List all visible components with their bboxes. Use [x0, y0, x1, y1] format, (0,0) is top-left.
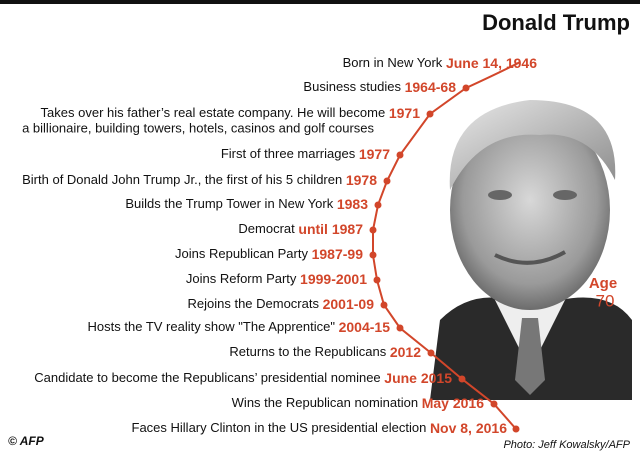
event-row: First of three marriages 1977 — [221, 146, 390, 162]
event-row: Builds the Trump Tower in New York 1983 — [125, 196, 368, 212]
title: Donald Trump — [482, 10, 630, 35]
event-date: until 1987 — [298, 221, 363, 237]
event-date: June 2015 — [384, 370, 452, 386]
timeline-dot — [369, 226, 377, 234]
event-date: 1977 — [359, 146, 390, 162]
event-row: Candidate to become the Republicans’ pre… — [34, 370, 452, 386]
event-text: Joins Republican Party — [175, 246, 308, 261]
timeline-dot — [462, 84, 470, 92]
timeline-dot — [490, 400, 498, 408]
event-text: Rejoins the Democrats — [187, 296, 319, 311]
age-value: 70 — [596, 291, 615, 310]
event-text: Business studies — [303, 79, 401, 94]
event-row: Takes over his father’s real estate comp… — [41, 105, 421, 121]
event-date: Nov 8, 2016 — [430, 420, 507, 436]
timeline-dot — [396, 324, 404, 332]
event-row: Returns to the Republicans 2012 — [229, 344, 421, 360]
event-date: June 14, 1946 — [446, 55, 537, 71]
event-text: First of three marriages — [221, 146, 356, 161]
timeline-dot — [426, 110, 434, 118]
event-text-continued: a billionaire, building towers, hotels, … — [22, 120, 374, 135]
event-row: Wins the Republican nomination May 2016 — [232, 395, 485, 411]
event-text: Joins Reform Party — [186, 271, 297, 286]
event-date: 2001-09 — [323, 296, 375, 312]
event-text: Faces Hillary Clinton in the US presiden… — [132, 420, 427, 435]
event-date: 1983 — [337, 196, 368, 212]
timeline-dot — [369, 251, 377, 259]
age-label: Age — [589, 275, 617, 292]
timeline-dot — [427, 349, 435, 357]
event-text: Democrat — [238, 221, 295, 236]
timeline-dot — [396, 151, 404, 159]
logo: © AFP — [8, 434, 45, 448]
event-date: May 2016 — [422, 395, 484, 411]
event-text: Birth of Donald John Trump Jr., the firs… — [22, 172, 342, 187]
event-row: Birth of Donald John Trump Jr., the firs… — [22, 172, 377, 188]
event-date: 1971 — [389, 105, 420, 121]
event-date: 2012 — [390, 344, 421, 360]
event-row: Rejoins the Democrats 2001-09 — [187, 296, 374, 312]
timeline-arc — [372, 61, 521, 430]
event-date: 1964-68 — [405, 79, 457, 95]
timeline-dot — [374, 201, 382, 209]
event-row: Born in New York June 14, 1946 — [343, 55, 538, 71]
event-text: Builds the Trump Tower in New York — [125, 196, 333, 211]
timeline-dot — [512, 425, 520, 433]
portrait — [430, 100, 632, 400]
event-text: Wins the Republican nomination — [232, 395, 418, 410]
timeline-dot — [458, 375, 466, 383]
event-row: Joins Reform Party 1999-2001 — [186, 271, 367, 287]
event-text: Candidate to become the Republicans’ pre… — [34, 370, 380, 385]
event-date: 1978 — [346, 172, 377, 188]
timeline-dot — [380, 301, 388, 309]
timeline-dot — [383, 177, 391, 185]
event-date: 1999-2001 — [300, 271, 367, 287]
event-text: Returns to the Republicans — [229, 344, 386, 359]
event-row: Business studies 1964-68 — [303, 79, 456, 95]
event-date: 1987-99 — [312, 246, 364, 262]
event-row: Hosts the TV reality show "The Apprentic… — [88, 319, 391, 335]
event-text: Takes over his father’s real estate comp… — [41, 105, 386, 120]
event-text: Born in New York — [343, 55, 443, 70]
photo-credit: Photo: Jeff Kowalsky/AFP — [503, 439, 630, 451]
top-bar — [0, 0, 640, 4]
event-row: Joins Republican Party 1987-99 — [175, 246, 363, 262]
event-text: Hosts the TV reality show "The Apprentic… — [88, 319, 336, 334]
event-row: Democrat until 1987 — [238, 221, 363, 237]
timeline-dot — [373, 276, 381, 284]
event-row: Faces Hillary Clinton in the US presiden… — [132, 420, 508, 436]
event-date: 2004-15 — [339, 319, 391, 335]
